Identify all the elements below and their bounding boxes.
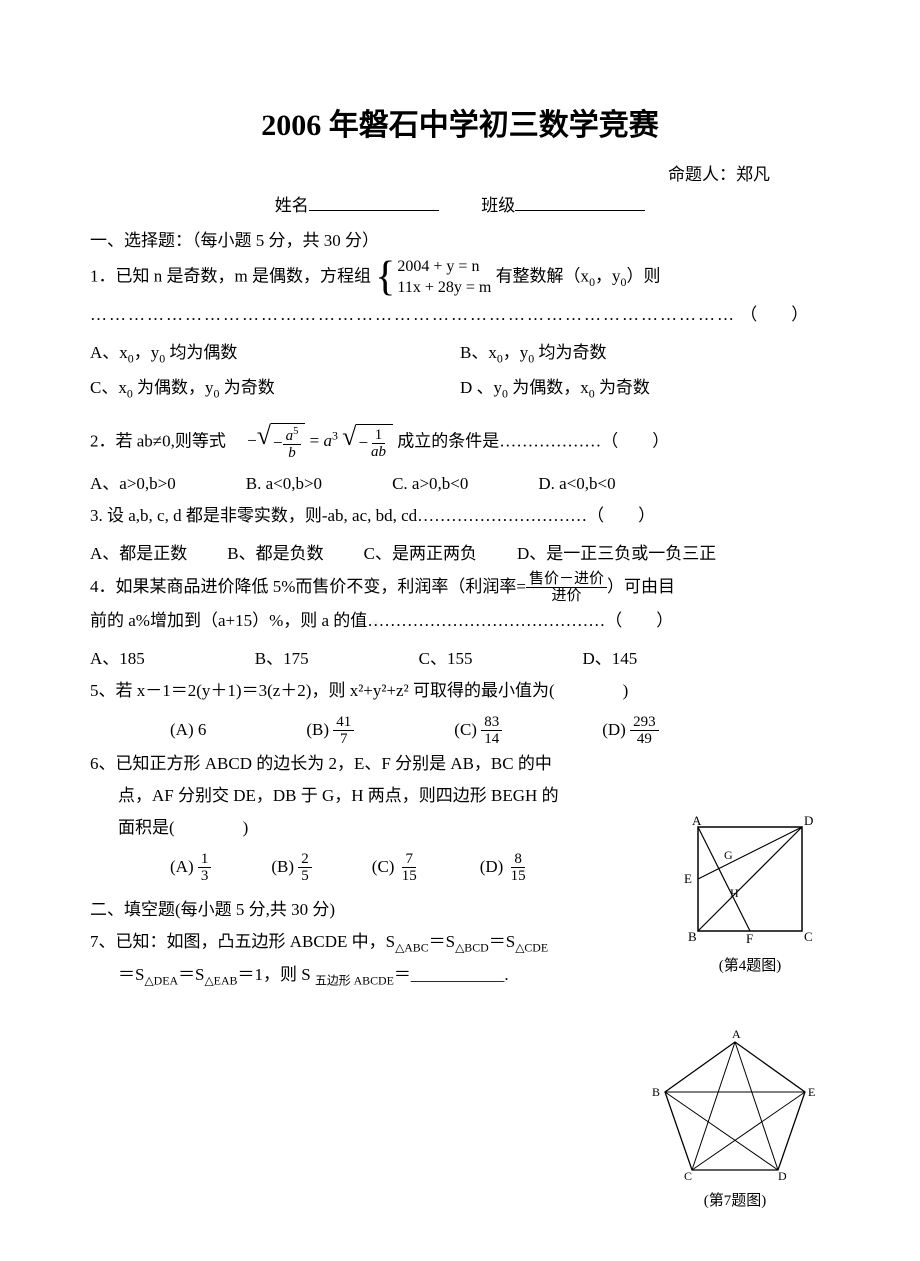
section-1-heading: 一、选择题：（每小题 5 分，共 30 分）	[90, 226, 830, 251]
name-label: 姓名	[275, 196, 309, 215]
svg-text:E: E	[808, 1085, 815, 1099]
question-2: 2．若 ab≠0,则等式 −√−a5b = a3 √−1ab 成立的条件是…………	[90, 423, 830, 462]
question-4: 4．如果某商品进价降低 5%而售价不变，利润率（利润率=售价－进价进价）可由目 …	[90, 571, 830, 637]
q3-options: A、都是正数 B、都是负数 C、是两正两负 D、是一正三负或一负三正	[90, 538, 830, 570]
q1-sys-line2: 11x + 28y = m	[397, 278, 491, 299]
svg-text:C: C	[804, 929, 813, 944]
watermark-icon	[370, 620, 380, 630]
figure-q7-caption: (第7题图)	[645, 1189, 825, 1210]
svg-text:B: B	[688, 929, 697, 944]
question-6: 6、已知正方形 ABCD 的边长为 2，E、F 分别是 AB，BC 的中 点，A…	[90, 748, 610, 845]
q1-lead: 1．已知 n 是奇数，m 是偶数，方程组	[90, 267, 371, 286]
svg-text:D: D	[804, 815, 813, 828]
q2-options: A、a>0,b>0 B. a<0,b>0 C. a>0,b<0 D. a<0,b…	[90, 468, 830, 500]
q4-fraction: 售价－进价进价	[526, 571, 607, 605]
question-7: 7、已知：如图，凸五边形 ABCDE 中，S△ABC＝S△BCD＝S△CDE ＝…	[90, 926, 610, 992]
q1-system: { 2004 + y = n 11x + 28y = m	[375, 257, 491, 299]
svg-text:E: E	[684, 871, 692, 886]
author-line: 命题人：郑凡	[90, 160, 830, 185]
q4-options: A、185 B、175 C、155 D、145	[90, 643, 830, 675]
svg-text:G: G	[724, 848, 733, 862]
name-class-line: 姓名 班级	[90, 191, 830, 216]
q2-formula: −√−a5b = a3 √−1ab	[247, 431, 397, 450]
q5-options: (A) 6 (B) 417 (C) 8314 (D) 29349	[90, 714, 830, 748]
question-5: 5、若 x－1＝2(y＋1)＝3(z＋2)，则 x²+y²+z² 可取得的最小值…	[90, 675, 830, 707]
figure-q6-caption: (第4题图)	[675, 954, 825, 975]
class-blank	[515, 192, 645, 211]
svg-text:B: B	[652, 1085, 660, 1099]
svg-text:F: F	[746, 931, 753, 945]
svg-text:A: A	[692, 815, 702, 828]
left-brace-icon: {	[375, 259, 395, 297]
question-1: 1．已知 n 是奇数，m 是偶数，方程组 { 2004 + y = n 11x …	[90, 257, 830, 331]
question-3: 3. 设 a,b, c, d 都是非零实数，则-ab, ac, bd, cd………	[90, 500, 830, 532]
svg-text:D: D	[778, 1169, 787, 1180]
q2-lead: 2．若 ab≠0,则等式	[90, 431, 243, 450]
name-blank	[309, 192, 439, 211]
class-label: 班级	[481, 196, 515, 215]
q1-options: A、x0，y0 均为偶数 B、x0，y0 均为奇数 C、x0 为偶数，y0 为奇…	[90, 337, 830, 405]
svg-text:H: H	[730, 886, 739, 900]
figure-q6-square: A D B C E F G H (第4题图)	[675, 815, 825, 975]
q1-sys-line1: 2004 + y = n	[397, 257, 491, 278]
svg-text:A: A	[732, 1030, 741, 1041]
svg-text:C: C	[684, 1169, 692, 1180]
doc-title: 2006 年磐石中学初三数学竞赛	[90, 100, 830, 144]
figure-q7-pentagon: A E B C D (第7题图)	[645, 1030, 825, 1210]
q1-tail: 有整数解（x	[496, 267, 590, 286]
q2-mid: 成立的条件是………………（ ）	[397, 431, 669, 450]
q1-paren: （ ）	[740, 305, 808, 324]
q1-dots: …………………………………………………………………………………………	[90, 305, 736, 324]
